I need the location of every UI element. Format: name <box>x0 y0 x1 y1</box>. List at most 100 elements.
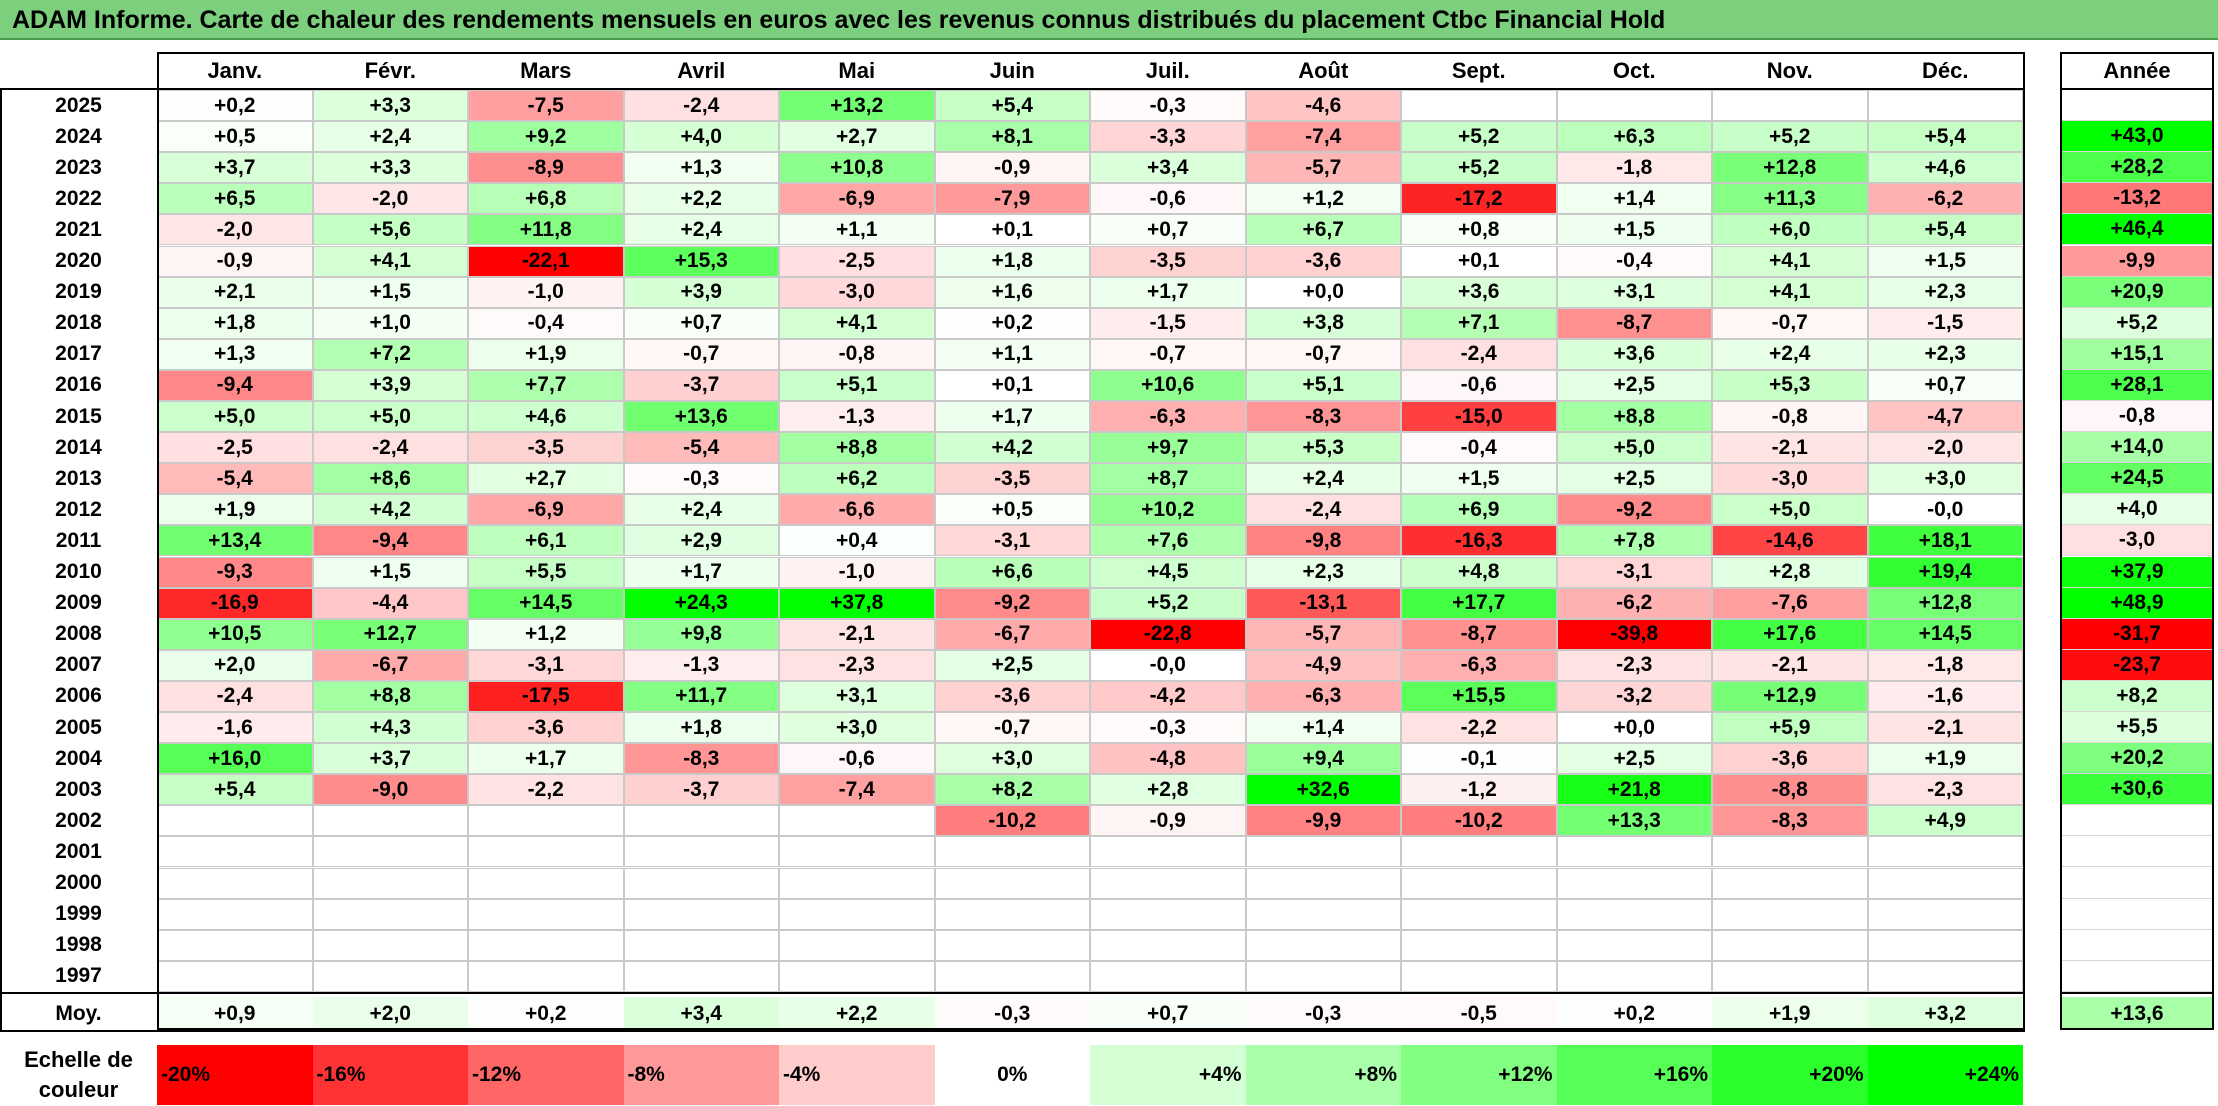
heatmap-cell: -9,0 <box>312 774 468 806</box>
heatmap-cell: +5,2 <box>1401 121 1557 153</box>
heatmap-cell: -0,0 <box>1090 649 1246 681</box>
month-header: Sept. <box>1451 58 1506 83</box>
heatmap-cell: +5,4 <box>157 774 313 806</box>
heatmap-cell: +11,8 <box>468 214 624 246</box>
heatmap-cell: +5,0 <box>1712 494 1868 526</box>
heatmap-cell: +2,3 <box>1867 338 2023 370</box>
heatmap-cell <box>1245 898 1401 930</box>
heatmap-cell: +1,9 <box>157 494 313 526</box>
heatmap-cell: -6,7 <box>312 649 468 681</box>
heatmap-cell <box>934 836 1090 868</box>
heatmap-cell: -2,1 <box>779 618 935 650</box>
heatmap-cell: +2,3 <box>1245 556 1401 588</box>
average-cell: +3,2 <box>1867 997 2023 1030</box>
heatmap-cell: +3,7 <box>312 743 468 775</box>
month-header: Juin <box>989 58 1035 83</box>
year-label: 2018 <box>55 311 102 335</box>
heatmap-cell: +5,6 <box>312 214 468 246</box>
heatmap-cell: -5,4 <box>157 463 313 495</box>
heatmap-cell <box>1867 867 2023 899</box>
heatmap-cell: +18,1 <box>1867 525 2023 557</box>
heatmap-cell: +4,6 <box>468 401 624 433</box>
color-scale-swatch: -8% <box>623 1045 779 1105</box>
heatmap-cell <box>1712 960 1868 992</box>
heatmap-cell: +4,9 <box>1867 805 2023 837</box>
heatmap-cell: +7,6 <box>1090 525 1246 557</box>
year-label: 2011 <box>55 528 102 552</box>
heatmap-cell: -0,3 <box>1090 712 1246 744</box>
heatmap-cell <box>1867 898 2023 930</box>
average-annual-cell: +13,6 <box>2062 997 2212 1030</box>
heatmap-cell: -0,7 <box>1245 338 1401 370</box>
heatmap-cell <box>312 898 468 930</box>
average-cell: +1,9 <box>1712 997 1868 1030</box>
heatmap-cell: -9,2 <box>934 587 1090 619</box>
heatmap-cell: +6,9 <box>1401 494 1557 526</box>
heatmap-cell: -16,9 <box>157 587 313 619</box>
heatmap-cell: -3,6 <box>1245 245 1401 277</box>
heatmap-cell: -0,8 <box>1712 401 1868 433</box>
heatmap-cell: +5,9 <box>1712 712 1868 744</box>
title-bar: ADAM Informe. Carte de chaleur des rende… <box>0 0 2218 40</box>
heatmap-cell <box>468 898 624 930</box>
heatmap-cell: +1,5 <box>312 556 468 588</box>
annual-cell <box>2062 867 2212 899</box>
heatmap-cell: +1,2 <box>468 618 624 650</box>
annual-cell: +46,4 <box>2062 214 2212 246</box>
heatmap-cell <box>1401 836 1557 868</box>
heatmap-cell <box>1867 90 2023 122</box>
heatmap-cell: -0,9 <box>1090 805 1246 837</box>
heatmap-cell: +13,3 <box>1556 805 1712 837</box>
color-scale-swatch: +12% <box>1401 1045 1557 1105</box>
heatmap-cell: -0,4 <box>1401 432 1557 464</box>
year-label: 2007 <box>55 653 102 677</box>
annual-cell: +5,5 <box>2062 712 2212 744</box>
heatmap-cell: +4,5 <box>1090 556 1246 588</box>
heatmap-cell: +2,0 <box>157 649 313 681</box>
heatmap-cell: +3,6 <box>1556 338 1712 370</box>
heatmap-cell: +1,9 <box>1867 743 2023 775</box>
heatmap-cell: +3,0 <box>779 712 935 744</box>
year-label: 2001 <box>55 839 102 863</box>
heatmap-cell <box>623 929 779 961</box>
heatmap-cell: -9,4 <box>312 525 468 557</box>
heatmap-cell: -2,1 <box>1867 712 2023 744</box>
heatmap-cell: +12,8 <box>1867 587 2023 619</box>
heatmap-cell: +8,7 <box>1090 463 1246 495</box>
heatmap-cell: +19,4 <box>1867 556 2023 588</box>
color-scale-swatch: +24% <box>1867 1045 2023 1105</box>
average-cell: +0,2 <box>468 997 624 1030</box>
month-header: Mars <box>520 58 572 83</box>
annual-cell: -23,7 <box>2062 649 2212 681</box>
annual-cell: -9,9 <box>2062 245 2212 277</box>
heatmap-cell: +17,7 <box>1401 587 1557 619</box>
heatmap-cell: +8,8 <box>312 680 468 712</box>
annual-cell: -13,2 <box>2062 183 2212 215</box>
heatmap-cell: -0,9 <box>934 152 1090 184</box>
heatmap-cell: +21,8 <box>1556 774 1712 806</box>
header-separator <box>0 88 2025 90</box>
heatmap-cell: +1,3 <box>157 338 313 370</box>
annual-cell <box>2062 90 2212 122</box>
heatmap-cell: -2,3 <box>1867 774 2023 806</box>
heatmap-cell <box>468 867 624 899</box>
heatmap-cell: +4,0 <box>623 121 779 153</box>
heatmap-cell: +9,7 <box>1090 432 1246 464</box>
heatmap-cell: +5,2 <box>1401 152 1557 184</box>
heatmap-cell: -5,7 <box>1245 152 1401 184</box>
year-label: 2008 <box>55 622 102 646</box>
heatmap-cell: -1,5 <box>1090 307 1246 339</box>
heatmap-cell: +1,8 <box>934 245 1090 277</box>
heatmap-cell <box>934 867 1090 899</box>
heatmap-cell: +5,4 <box>934 90 1090 122</box>
heatmap-cell: -7,5 <box>468 90 624 122</box>
month-header: Août <box>1298 58 1349 83</box>
heatmap-cell <box>1245 960 1401 992</box>
heatmap-cell: -6,3 <box>1245 680 1401 712</box>
annual-header: Année <box>2103 58 2171 83</box>
heatmap-cell: +3,9 <box>623 276 779 308</box>
heatmap-cell: -2,1 <box>1712 649 1868 681</box>
annual-cell: +28,2 <box>2062 152 2212 184</box>
year-label: 2019 <box>55 280 102 304</box>
annual-cell: -0,8 <box>2062 401 2212 433</box>
